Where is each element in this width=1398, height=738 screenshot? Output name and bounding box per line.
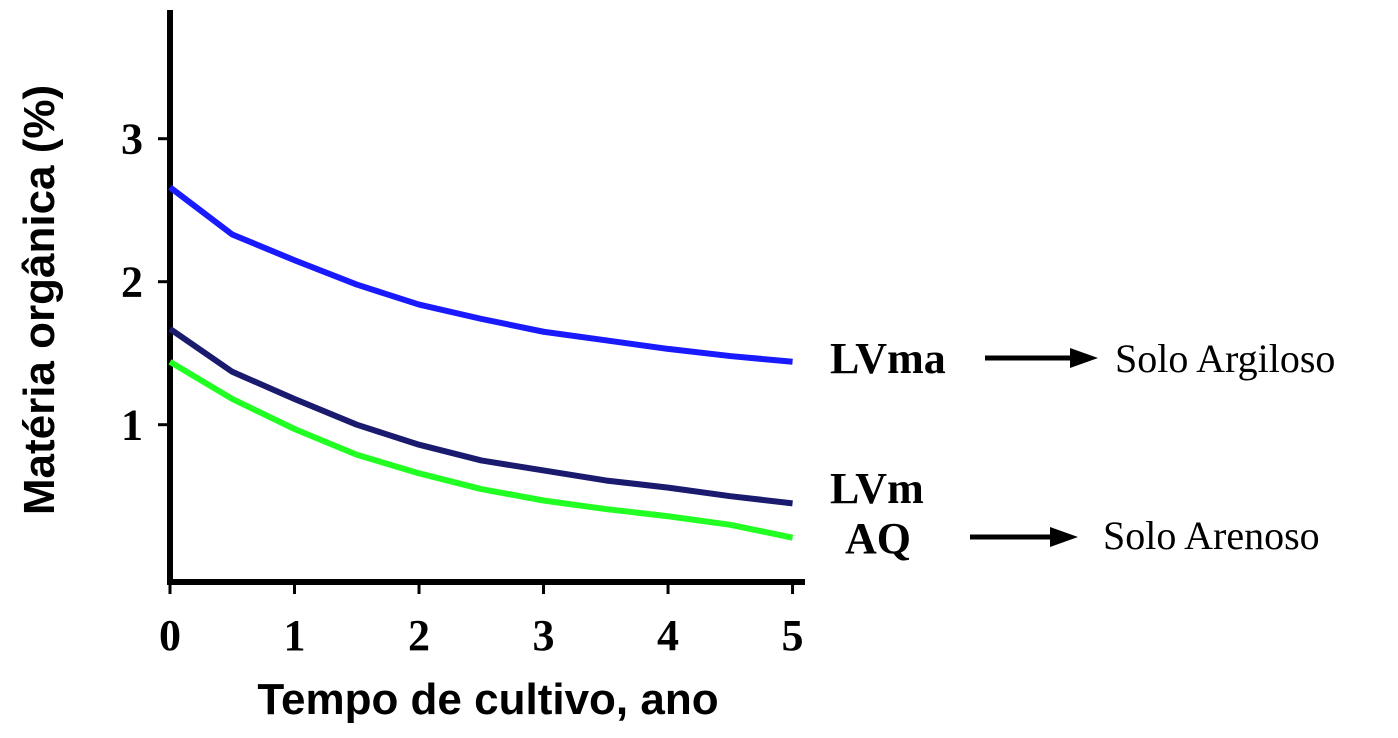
series-line xyxy=(168,184,793,365)
x-tick-label: 3 xyxy=(533,611,555,660)
x-tick-label: 5 xyxy=(782,611,804,660)
y-tick-label: 1 xyxy=(121,401,143,450)
y-tick-label: 3 xyxy=(121,115,143,164)
series-line xyxy=(168,326,793,507)
series-line xyxy=(168,359,794,541)
series-label: AQ xyxy=(845,514,911,563)
series-label: LVma xyxy=(830,334,946,383)
x-axis-title: Tempo de cultivo, ano xyxy=(257,675,718,724)
y-axis-title: Matéria orgânica (%) xyxy=(15,85,64,515)
x-tick-label: 2 xyxy=(408,611,430,660)
arrow-head xyxy=(1050,527,1078,547)
x-tick-label: 0 xyxy=(159,611,181,660)
annotation: Solo Arenoso xyxy=(1103,513,1320,558)
x-tick-label: 4 xyxy=(657,611,679,660)
annotation: Solo Argiloso xyxy=(1115,336,1335,381)
series-label: LVm xyxy=(830,464,924,513)
arrow-head xyxy=(1070,348,1098,368)
y-tick-label: 2 xyxy=(121,258,143,307)
x-tick-label: 1 xyxy=(284,611,306,660)
